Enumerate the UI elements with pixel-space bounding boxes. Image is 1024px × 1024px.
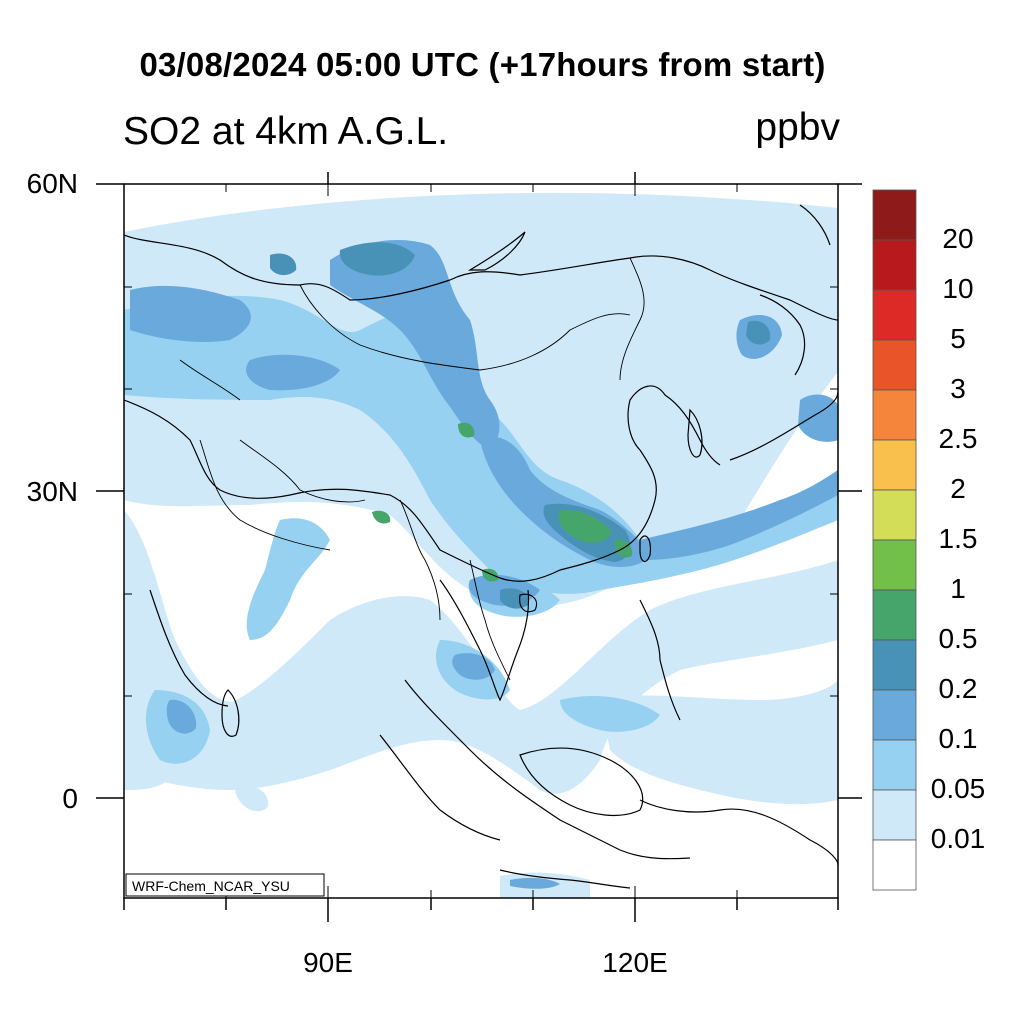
lon-label-90e: 90E xyxy=(303,947,353,978)
country-borders xyxy=(179,257,645,681)
colorbar-swatch xyxy=(872,539,917,591)
colorbar-swatch xyxy=(872,839,917,891)
colorbar-swatch xyxy=(872,639,917,691)
colorbar-swatch xyxy=(872,389,917,441)
colorbar xyxy=(872,189,917,891)
model-label: WRF-Chem_NCAR_YSU xyxy=(132,878,290,894)
grid-ticks xyxy=(124,184,838,898)
colorbar-swatch xyxy=(872,339,917,391)
colorbar-label: 20 xyxy=(942,223,974,254)
colorbar-swatch xyxy=(872,239,917,291)
colorbar-label: 5 xyxy=(950,323,966,354)
colorbar-label: 0.5 xyxy=(938,623,978,654)
colorbar-swatch xyxy=(872,189,917,241)
colorbar-label: 0.2 xyxy=(938,673,978,704)
units-label: ppbv xyxy=(755,106,840,149)
colorbar-label: 0.01 xyxy=(930,823,986,854)
colorbar-label: 2.5 xyxy=(938,423,978,454)
lat-label-0: 0 xyxy=(62,783,78,814)
colorbar-label: 10 xyxy=(942,273,974,304)
colorbar-label: 3 xyxy=(950,373,966,404)
coastlines xyxy=(124,204,838,889)
colorbar-label: 2 xyxy=(950,473,966,504)
colorbar-label: 0.05 xyxy=(930,773,986,804)
colorbar-swatch xyxy=(872,589,917,641)
colorbar-swatch xyxy=(872,489,917,541)
colorbar-label: 0.1 xyxy=(938,723,978,754)
colorbar-swatch xyxy=(872,789,917,841)
colorbar-swatch xyxy=(872,689,917,741)
colorbar-label: 1 xyxy=(950,573,966,604)
lat-label-30n: 30N xyxy=(26,476,78,507)
map-panel xyxy=(124,184,838,898)
colorbar-swatch xyxy=(872,439,917,491)
colorbar-swatch xyxy=(872,289,917,341)
variable-label: SO2 at 4km A.G.L. xyxy=(123,110,449,153)
lat-label-60n: 60N xyxy=(26,168,78,199)
axis-ticks xyxy=(96,172,862,922)
colorbar-swatch xyxy=(872,739,917,791)
colorbar-label: 1.5 xyxy=(938,523,978,554)
map-title: 03/08/2024 05:00 UTC (+17hours from star… xyxy=(139,46,826,83)
map-frame xyxy=(123,183,839,899)
model-label-box xyxy=(125,873,325,897)
lon-label-120e: 120E xyxy=(602,947,668,978)
